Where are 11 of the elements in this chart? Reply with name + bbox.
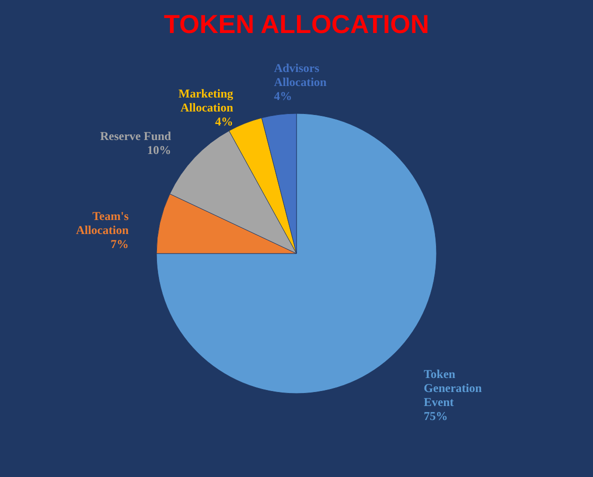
data-label: 10% — [147, 142, 172, 157]
slice-label: Advisors Allocation — [274, 60, 327, 89]
data-label: 4% — [274, 88, 292, 103]
slice-label: Team's Allocation — [76, 208, 129, 237]
data-label: 75% — [424, 408, 448, 423]
data-label: 7% — [110, 236, 129, 251]
data-label: 4% — [215, 114, 234, 129]
slice-label: Token Generation Event — [424, 366, 482, 409]
slice-label: Marketing Allocation — [178, 86, 234, 115]
slice-label: Reserve Fund — [100, 128, 172, 143]
chart-title: TOKEN ALLOCATION — [164, 9, 430, 39]
